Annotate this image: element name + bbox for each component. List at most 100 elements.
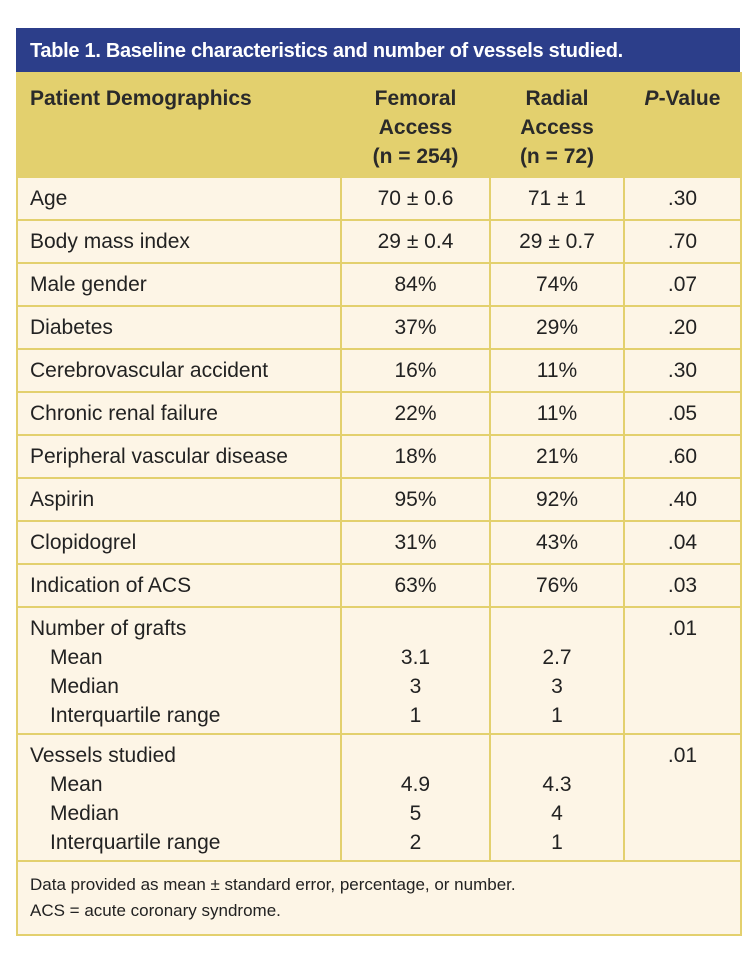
- group-row: Number of grafts Mean Median Interquartile …: [16, 606, 742, 735]
- group-labels: Vessels studied Mean Median Interquartile r…: [16, 733, 342, 862]
- table-row: Clopidogrel 31% 43% .04: [16, 520, 742, 565]
- radial-value: 76%: [489, 563, 625, 608]
- footnote: Data provided as mean ± standard error, …: [16, 860, 742, 936]
- row-label: Male gender: [16, 262, 342, 307]
- femoral-value: 63%: [340, 563, 491, 608]
- femoral-value: 2: [409, 831, 422, 854]
- footnote-line: ACS = acute coronary syndrome.: [30, 901, 281, 920]
- header-line: Femoral: [374, 87, 457, 110]
- table-row: Age 70 ± 0.6 71 ± 1.30: [16, 176, 742, 221]
- femoral-value: 31%: [340, 520, 491, 565]
- row-label: Chronic renal failure: [16, 391, 342, 436]
- femoral-value: 84%: [340, 262, 491, 307]
- table-container: Table 1. Baseline characteristics and nu…: [16, 28, 742, 936]
- row-label: Age: [16, 176, 342, 221]
- p-value: .01: [623, 733, 742, 862]
- group-label: Number of grafts: [30, 617, 187, 640]
- radial-value: 29 ± 0.7: [489, 219, 625, 264]
- sub-label: Mean: [50, 646, 103, 669]
- p-value: .03: [623, 563, 742, 608]
- femoral-value: 1: [409, 704, 422, 727]
- femoral-value: 16%: [340, 348, 491, 393]
- baseline-table: Patient Demographics Femoral Access (n = 2…: [16, 72, 742, 936]
- p-value: .20: [623, 305, 742, 350]
- header-p-value: P-Value: [623, 72, 742, 178]
- sub-label: Interquartile range: [50, 831, 221, 854]
- radial-value: 74%: [489, 262, 625, 307]
- group-label: Vessels studied: [30, 744, 176, 767]
- p-value: .60: [623, 434, 742, 479]
- femoral-value: 3: [409, 675, 422, 698]
- table-title: Table 1. Baseline characteristics and nu…: [16, 28, 740, 72]
- radial-value: 1: [551, 831, 563, 854]
- row-label: Cerebrovascular accident: [16, 348, 342, 393]
- table-row: Indication of ACS 63% 76% .03: [16, 563, 742, 608]
- table-row: Male gender 84% 74% .07: [16, 262, 742, 307]
- header-line: -Value: [658, 87, 721, 110]
- row-label: Clopidogrel: [16, 520, 342, 565]
- group-femoral: 3.1 3 1: [340, 606, 491, 735]
- table-row: Peripheral vascular disease 18% 21% .60: [16, 434, 742, 479]
- row-label: Body mass index: [16, 219, 342, 264]
- header-line: Radial: [525, 87, 589, 110]
- radial-value: 21%: [489, 434, 625, 479]
- header-line: (n = 254): [372, 145, 459, 168]
- row-label: Diabetes: [16, 305, 342, 350]
- group-labels: Number of grafts Mean Median Interquartile …: [16, 606, 342, 735]
- table-row: Body mass index 29 ± 0.4 29 ± 0.7.70: [16, 219, 742, 264]
- group-femoral: 4.9 5 2: [340, 733, 491, 862]
- group-radial: 2.7 3 1: [489, 606, 625, 735]
- radial-value: 1: [551, 704, 563, 727]
- femoral-value: 29 ± 0.4: [340, 219, 491, 264]
- femoral-value: 3.1: [400, 646, 431, 669]
- table-row: Diabetes 37% 29% .20: [16, 305, 742, 350]
- femoral-value: 5: [409, 802, 422, 825]
- p-value: .07: [623, 262, 742, 307]
- femoral-value: 37%: [340, 305, 491, 350]
- sub-label: Median: [50, 675, 119, 698]
- radial-value: 4.3: [542, 773, 572, 796]
- p-value: .40: [623, 477, 742, 522]
- row-label: Indication of ACS: [16, 563, 342, 608]
- femoral-value: 70 ± 0.6: [340, 176, 491, 221]
- p-value: .30: [623, 176, 742, 221]
- sub-label: Interquartile range: [50, 704, 221, 727]
- header-label: Patient Demographics: [30, 87, 252, 110]
- p-value: .04: [623, 520, 742, 565]
- radial-value: 3: [551, 675, 563, 698]
- header-line: P: [644, 87, 659, 110]
- p-value: .01: [623, 606, 742, 735]
- femoral-value: 22%: [340, 391, 491, 436]
- radial-value: 29%: [489, 305, 625, 350]
- header-radial: Radial Access (n = 72): [489, 72, 625, 178]
- footnote-row: Data provided as mean ± standard error, …: [16, 860, 742, 936]
- header-line: Access: [520, 116, 594, 139]
- femoral-value: 4.9: [400, 773, 431, 796]
- p-value: .30: [623, 348, 742, 393]
- table-row: Aspirin 95% 92% .40: [16, 477, 742, 522]
- femoral-value: 95%: [340, 477, 491, 522]
- sub-label: Median: [50, 802, 119, 825]
- header-femoral: Femoral Access (n = 254): [340, 72, 491, 178]
- header-line: Access: [378, 116, 453, 139]
- femoral-value: 18%: [340, 434, 491, 479]
- table-row: Chronic renal failure 22% 11% .05: [16, 391, 742, 436]
- radial-value: 11%: [489, 348, 625, 393]
- row-label: Peripheral vascular disease: [16, 434, 342, 479]
- radial-value: 92%: [489, 477, 625, 522]
- radial-value: 11%: [489, 391, 625, 436]
- radial-value: 71 ± 1: [489, 176, 625, 221]
- group-row: Vessels studied Mean Median Interquartile r…: [16, 733, 742, 862]
- footnote-line: Data provided as mean ± standard error, …: [30, 875, 516, 894]
- header-demographics: Patient Demographics: [16, 72, 342, 178]
- group-radial: 4.3 4 1: [489, 733, 625, 862]
- sub-label: Mean: [50, 773, 103, 796]
- radial-value: 43%: [489, 520, 625, 565]
- radial-value: 4: [551, 802, 563, 825]
- header-row: Patient Demographics Femoral Access (n = 2…: [16, 72, 742, 178]
- row-label: Aspirin: [16, 477, 342, 522]
- radial-value: 2.7: [542, 646, 572, 669]
- p-value: .70: [623, 219, 742, 264]
- table-row: Cerebrovascular accident 16% 11% .30: [16, 348, 742, 393]
- p-value: .05: [623, 391, 742, 436]
